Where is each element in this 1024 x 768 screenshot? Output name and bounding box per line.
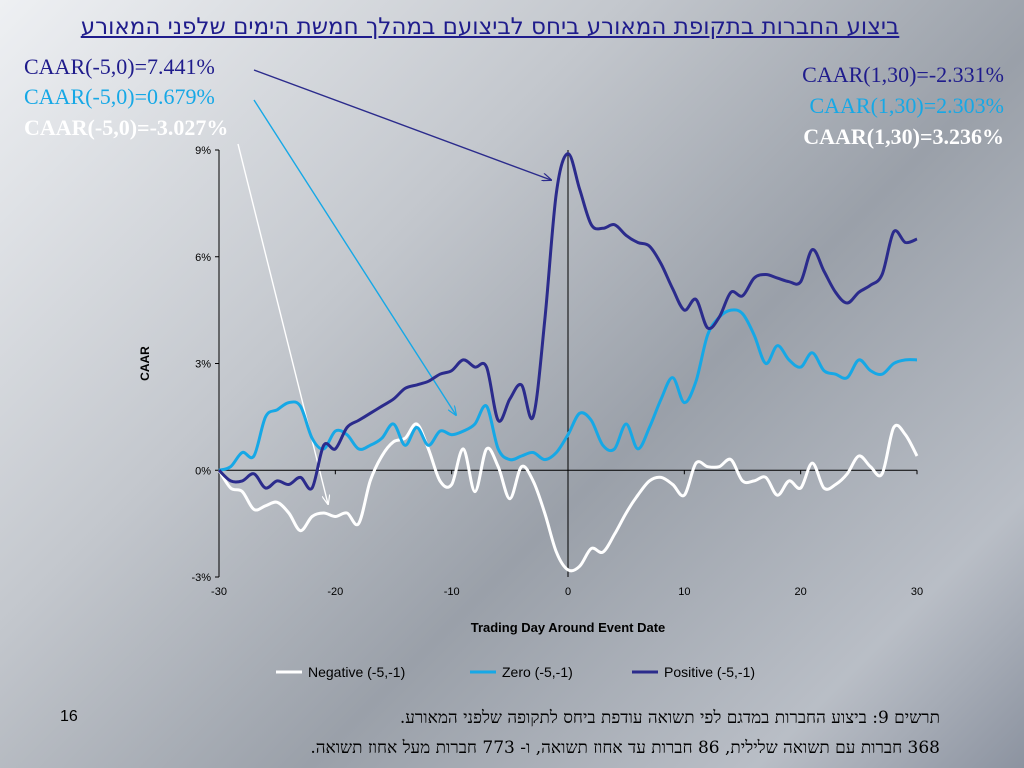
zero-series-line (218, 308, 918, 472)
annotation-arrow-2 (237, 143, 328, 504)
negative-series-line (217, 422, 919, 573)
y-tick-label: -3% (191, 572, 211, 584)
annotation-arrow-0 (253, 69, 551, 180)
left-annotation-2: CAAR(-5,0)=-3.027% (24, 115, 229, 140)
slide-title: ביצוע החברות בתקופת המאורע ביחס לביצועם … (80, 14, 900, 40)
x-tick-label: 30 (911, 586, 923, 598)
right-annotation-1: CAAR(1,30)=2.303% (809, 93, 1004, 118)
chart-series (217, 152, 919, 573)
left-annotation-0: CAAR(-5,0)=7.441% (24, 54, 215, 79)
x-tick-label: 0 (565, 586, 571, 598)
x-tick-label: -10 (444, 586, 460, 598)
y-tick-label: 9% (195, 145, 211, 157)
left-annotation-1: CAAR(-5,0)=0.679% (24, 84, 215, 109)
annotation-arrows (237, 69, 551, 504)
y-tick-label: 6% (195, 252, 211, 264)
legend-label-0: Negative (-5,-1) (308, 664, 405, 680)
chart-legend: Negative (-5,-1) Zero (-5,-1) Positive (-5… (276, 664, 755, 680)
x-tick-label: 20 (795, 586, 807, 598)
caption-line-1: תרשים 9: ביצוע החברות במדגם לפי תשואה עו… (399, 708, 940, 728)
right-annotation-2: CAAR(1,30)=3.236% (803, 124, 1004, 149)
page-number: 16 (60, 708, 78, 725)
y-tick-label: 0% (195, 465, 211, 477)
x-tick-label: -20 (327, 586, 343, 598)
x-tick-label: 10 (678, 586, 690, 598)
right-annotation-0: CAAR(1,30)=-2.331% (802, 62, 1004, 87)
y-tick-label: 3% (195, 359, 211, 371)
x-tick-label: -30 (211, 586, 227, 598)
legend-label-2: Positive (-5,-1) (664, 664, 755, 680)
chart-axes: -3% 0% 3% 6% 9% -30 -20 -10 0 10 20 30 CAAR Trading D… (138, 145, 923, 635)
caption-line-2: 368 חברות עם תשואה שלילית, 86 חברות עד א… (310, 738, 940, 758)
legend-label-1: Zero (-5,-1) (502, 664, 573, 680)
x-axis-label: Trading Day Around Event Date (471, 620, 666, 635)
positive-series-line (217, 152, 918, 491)
annotation-arrow-1 (253, 99, 456, 415)
y-axis-label: CAAR (138, 346, 152, 381)
